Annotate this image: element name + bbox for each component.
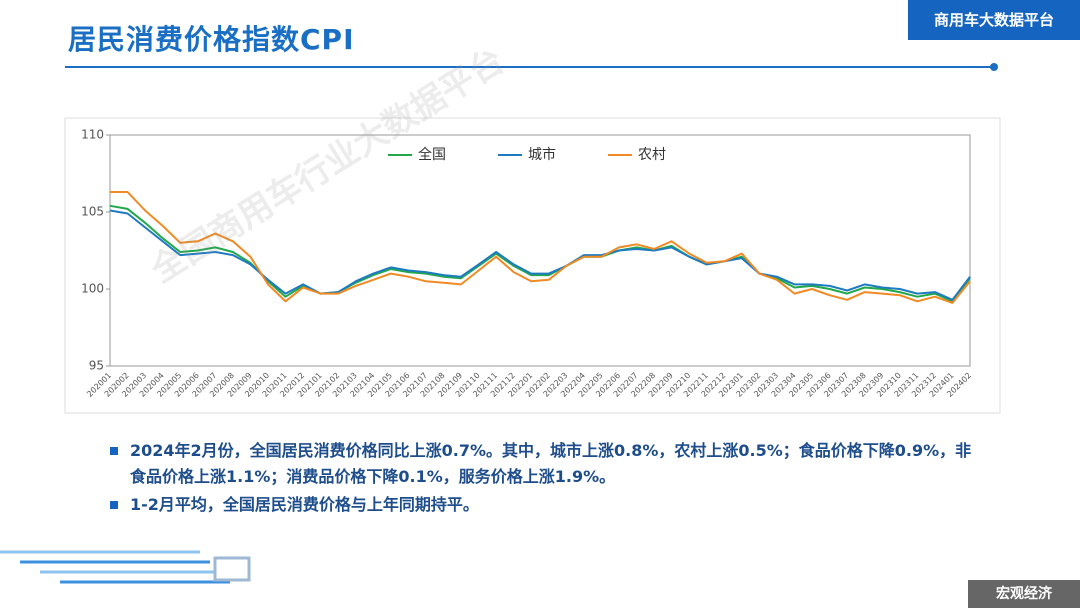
bullet: 2024年2月份，全国居民消费价格同比上涨0.7%。其中，城市上涨0.8%，农村… xyxy=(108,438,978,490)
bullet: 1-2月平均，全国居民消费价格与上年同期持平。 xyxy=(108,492,978,518)
truck-decoration xyxy=(0,550,251,584)
legend-label: 农村 xyxy=(638,147,666,163)
y-tick-label: 110 xyxy=(81,128,104,142)
y-tick-label: 100 xyxy=(81,282,104,296)
chart-frame xyxy=(64,117,1001,414)
bullet-list: 2024年2月份，全国居民消费价格同比上涨0.7%。其中，城市上涨0.8%，农村… xyxy=(108,438,978,520)
legend-label: 城市 xyxy=(528,146,556,163)
y-tick-label: 95 xyxy=(89,359,104,373)
legend-label: 全国 xyxy=(418,146,446,163)
rule-dot xyxy=(990,63,998,71)
slide-title: 居民消费价格指数CPI xyxy=(68,23,355,56)
series-line xyxy=(109,204,971,303)
series-line xyxy=(110,191,971,304)
section-tag: 宏观经济 xyxy=(968,580,1080,608)
brand-badge: 商用车大数据平台 xyxy=(908,0,1080,40)
series-line xyxy=(109,209,971,301)
title-rule xyxy=(65,66,995,68)
y-tick-label: 105 xyxy=(81,205,104,219)
plot-frame xyxy=(109,134,971,367)
